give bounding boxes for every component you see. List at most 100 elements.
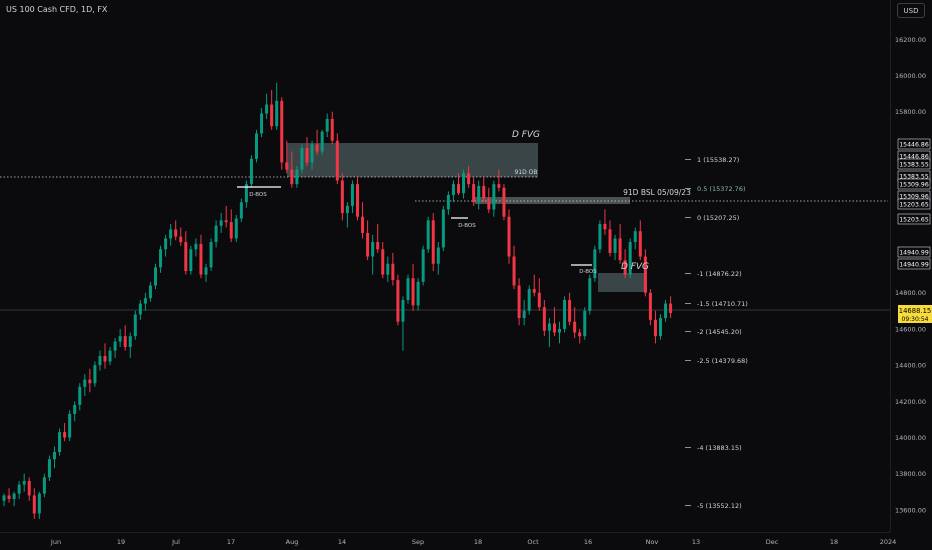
candle-body [381, 249, 385, 275]
price-axis-tick: 14600.00 [895, 325, 926, 333]
fib-level-label: -5 (13552.12) [697, 502, 742, 510]
price-tag-label: 15309.96 [899, 194, 929, 201]
candle-body [628, 242, 632, 275]
price-axis-tick: 16200.00 [895, 36, 926, 44]
candle-body [255, 133, 258, 159]
candle-body [659, 318, 662, 337]
candle-body [669, 303, 673, 313]
bsl-label: 91D BSL 05/09/23 [623, 188, 691, 197]
price-tag-box [897, 158, 931, 170]
candle-body [340, 180, 344, 214]
time-axis-label: 19 [117, 538, 125, 546]
candle-body [356, 184, 359, 217]
candle-body [37, 493, 41, 514]
candle-body [194, 243, 198, 250]
candle-body [335, 140, 339, 181]
candle-body [12, 493, 16, 500]
candle-body [184, 242, 188, 271]
candle-body [386, 263, 390, 275]
price-tag-box [897, 138, 931, 150]
candle-body [290, 169, 294, 185]
candle-body [613, 238, 617, 253]
candle-body [275, 100, 279, 127]
time-axis-separator [0, 532, 890, 533]
ob-label: 91D OB [514, 169, 537, 176]
candle-body [361, 216, 365, 233]
price-tag-label: 15203.65 [899, 202, 929, 209]
candle-body [325, 118, 329, 132]
currency-button[interactable]: USD [897, 3, 925, 18]
candle-body [446, 194, 450, 210]
candle-body [93, 365, 97, 384]
candle-body [492, 184, 496, 210]
candle-body [391, 263, 395, 281]
candle-body [416, 281, 420, 306]
candle-body [73, 404, 77, 414]
fib-level-label: 0.5 (15372.76) [697, 185, 746, 193]
candle-body [638, 231, 642, 257]
candle-body [113, 341, 117, 351]
price-axis-tick: 15800.00 [895, 108, 926, 116]
candle-body [204, 267, 208, 275]
candle-body [305, 147, 309, 163]
candle-body [265, 104, 269, 114]
candle-body [239, 202, 243, 219]
candle-body [593, 249, 597, 279]
candle-body [568, 299, 572, 322]
time-axis-label: 18 [474, 538, 482, 546]
candle-body [280, 100, 284, 163]
candle-body [522, 310, 526, 319]
candle-body [83, 379, 87, 387]
candle-body [462, 173, 466, 194]
candle-body [133, 314, 137, 337]
candle-body [214, 225, 218, 243]
time-axis-label: Nov [646, 538, 659, 546]
time-axis-label: Oct [527, 538, 539, 546]
dbos-label: D-BOS [249, 192, 267, 198]
candle-body [396, 280, 400, 322]
candle-body [224, 220, 228, 223]
candle-body [244, 184, 248, 203]
candle-body [229, 222, 233, 239]
fib-level-label: -1.5 (14710.71) [697, 300, 748, 308]
candle-body [542, 307, 546, 331]
candle-body [219, 220, 223, 226]
bsl-zone [475, 197, 630, 204]
candle-body [53, 451, 56, 460]
candle-body [451, 184, 455, 195]
candle-body [537, 292, 541, 308]
candle-body [179, 236, 183, 243]
candle-body [527, 289, 531, 311]
candle-body [664, 303, 668, 319]
candle-body [199, 243, 203, 275]
current-price-badge [898, 305, 932, 323]
price-tag-label: 15446.86 [899, 142, 929, 149]
candle-body [618, 238, 622, 261]
candle-body [58, 432, 62, 452]
price-tag-box [897, 246, 931, 258]
candle-body [78, 386, 82, 405]
candle-body [482, 185, 486, 199]
candle-body [315, 144, 319, 152]
candle-body [457, 184, 460, 194]
time-axis-label: 18 [830, 538, 838, 546]
candle-body [583, 310, 587, 337]
candle-body [295, 169, 299, 185]
candle-body [472, 184, 476, 203]
time-axis-label: 17 [227, 538, 235, 546]
candle-body [118, 336, 122, 342]
candle-body [7, 495, 11, 500]
candle-body [123, 336, 127, 348]
candle-body [532, 289, 536, 293]
price-axis-tick: 14200.00 [895, 398, 926, 406]
candle-body [436, 247, 440, 264]
candle-body [648, 292, 652, 320]
chart-title: US 100 Cash CFD, 1D, FX [6, 5, 108, 14]
current-price-text: 14688.15 [899, 307, 931, 315]
price-axis-tick: 14000.00 [895, 434, 926, 442]
candle-body [406, 278, 410, 300]
candle-body [148, 285, 152, 299]
candle-body [502, 187, 506, 217]
candle-body [547, 323, 551, 331]
